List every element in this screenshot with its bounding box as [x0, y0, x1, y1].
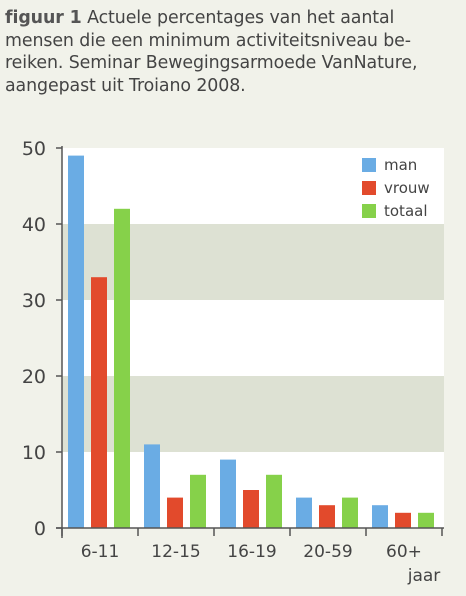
caption-label: figuur 1: [5, 8, 82, 28]
legend-label-totaal: totaal: [384, 202, 428, 220]
legend-swatch-vrouw: [362, 181, 376, 195]
x-tick-label: 16-19: [227, 542, 276, 562]
x-tick-label: 12-15: [151, 542, 200, 562]
y-tick-label: 30: [22, 290, 46, 312]
bar-man-60+: [372, 505, 388, 528]
bar-man-20-59: [296, 497, 312, 528]
bar-vrouw-20-59: [319, 505, 335, 528]
bar-vrouw-60+: [395, 512, 411, 528]
x-tick-label: 20-59: [303, 542, 352, 562]
bar-totaal-12-15: [190, 474, 206, 528]
bar-man-6-11: [68, 155, 84, 528]
caption-line-2: mensen die een minimum activiteitsniveau…: [5, 30, 411, 51]
legend: man vrouw totaal: [362, 156, 430, 220]
y-tick-label: 0: [34, 518, 46, 540]
y-tick-label: 10: [22, 442, 46, 464]
caption-line-3: reiken. Seminar Bewegingsarmoede VanNatu…: [5, 53, 418, 73]
caption-line-1: Actuele percentages van het aantal: [81, 8, 395, 28]
axes: 0 10 20 30 40 50 6-11 12-15 16-19 20-59 60+ jaar: [22, 138, 444, 586]
legend-label-vrouw: vrouw: [384, 179, 430, 197]
caption-line-4: aangepast uit Troiano 2008.: [5, 75, 246, 96]
y-tick-label: 20: [22, 366, 46, 388]
bar-vrouw-16-19: [243, 490, 259, 528]
x-tick-label: 6-11: [81, 542, 120, 562]
y-tick-label: 40: [22, 214, 46, 236]
bar-totaal-60+: [418, 512, 434, 528]
legend-swatch-totaal: [362, 204, 376, 218]
y-tick-label: 50: [22, 138, 46, 160]
x-tick-label: 60+: [386, 542, 422, 562]
legend-label-man: man: [384, 156, 417, 174]
figure-caption: figuur 1 Actuele percentages van het aan…: [5, 7, 461, 97]
bar-man-12-15: [144, 444, 160, 528]
bar-group: [68, 155, 434, 529]
x-axis-label: jaar: [407, 566, 441, 586]
bar-totaal-16-19: [266, 474, 282, 528]
bar-totaal-20-59: [342, 497, 358, 528]
bar-vrouw-12-15: [167, 497, 183, 528]
bar-vrouw-6-11: [91, 277, 107, 528]
bar-totaal-6-11: [114, 208, 130, 529]
bar-man-16-19: [220, 459, 236, 528]
legend-swatch-man: [362, 158, 376, 172]
